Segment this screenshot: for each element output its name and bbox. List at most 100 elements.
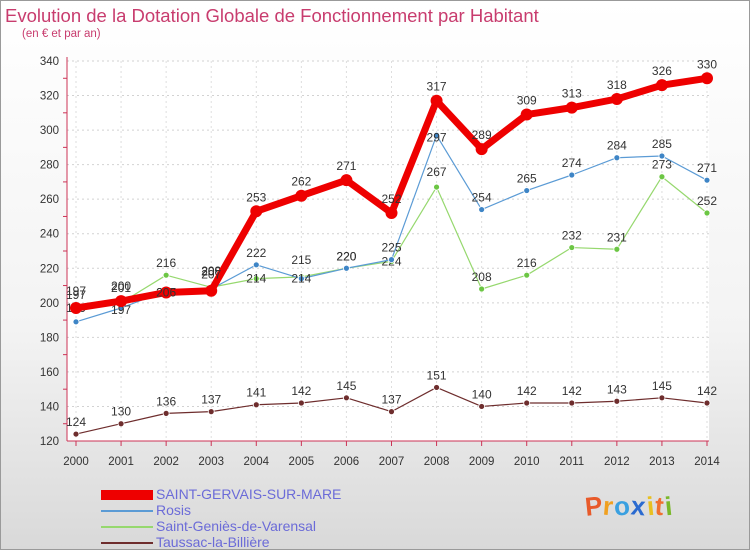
data-label: 216: [156, 256, 176, 270]
y-tick-label: 340: [40, 56, 59, 68]
x-tick-label: 2007: [379, 456, 405, 468]
data-label: 214: [291, 272, 311, 286]
x-tick-label: 2003: [198, 456, 224, 468]
data-point: [250, 205, 263, 218]
y-tick-label: 220: [40, 263, 59, 275]
x-tick-label: 2001: [108, 456, 134, 468]
data-point: [252, 275, 260, 283]
data-point: [433, 131, 440, 139]
data-label: 140: [472, 387, 492, 401]
y-tick-label: 120: [40, 436, 59, 448]
data-point: [252, 261, 260, 269]
data-label: 215: [291, 253, 311, 267]
x-tick-label: 2013: [649, 456, 675, 468]
data-label: 145: [336, 379, 356, 393]
data-label: 318: [607, 78, 627, 92]
data-point: [478, 285, 486, 293]
data-point: [340, 174, 353, 187]
data-point: [701, 72, 713, 85]
legend-swatch: [101, 510, 153, 512]
data-label: 207: [201, 268, 221, 282]
data-point: [205, 284, 218, 297]
data-label: 145: [652, 379, 672, 393]
data-label: 200: [111, 279, 131, 293]
y-tick-label: 300: [40, 125, 59, 137]
data-label: 142: [562, 384, 582, 398]
data-point: [655, 79, 668, 92]
data-point: [703, 209, 711, 217]
data-point: [430, 94, 443, 107]
x-tick-label: 2012: [604, 456, 630, 468]
series-saint-gervais-sur-mare: 197 201 206 207 253 262 271 252 317 289 309 313 318 3…: [66, 57, 717, 314]
x-tick-label: 2008: [424, 456, 450, 468]
y-tick-label: 200: [40, 298, 59, 310]
data-label: 141: [246, 386, 266, 400]
legend-item: SAINT-GERVAIS-SUR-MARE: [101, 486, 361, 503]
y-tick-label: 260: [40, 194, 59, 206]
data-label: 222: [246, 246, 266, 260]
data-label: 151: [427, 368, 447, 382]
data-label: 142: [517, 384, 537, 398]
data-label: 309: [517, 94, 537, 108]
data-label: 265: [517, 172, 537, 186]
data-point: [297, 399, 305, 407]
data-point: [70, 302, 82, 314]
data-label: 326: [652, 64, 672, 78]
data-point: [475, 143, 488, 156]
data-point: [160, 286, 173, 299]
x-tick-label: 2014: [694, 456, 720, 468]
y-tick-label: 280: [40, 160, 59, 172]
legend-label: Rosis: [156, 502, 192, 518]
legend-item: Taussac-la-Billière: [101, 534, 361, 550]
data-point: [658, 152, 666, 160]
data-point: [565, 101, 578, 114]
data-label: 271: [336, 159, 356, 173]
y-tick-label: 140: [40, 401, 59, 413]
series-taussac-la-billie-re: 124 130 136 137 141 142 145 137 151 140 142 142 143 1…: [66, 368, 717, 438]
data-label: 232: [562, 229, 582, 243]
legend-label: SAINT-GERVAIS-SUR-MARE: [156, 486, 342, 502]
data-point: [72, 318, 80, 326]
data-label: 330: [697, 57, 717, 71]
data-point: [478, 206, 486, 213]
data-label: 285: [652, 137, 672, 151]
x-tick-label: 2010: [514, 456, 540, 468]
data-label: 142: [697, 384, 717, 398]
data-point: [252, 401, 260, 409]
data-label: 262: [291, 175, 311, 189]
proxiti-logo: Proxiti: [583, 490, 675, 522]
data-point: [610, 93, 623, 105]
data-label: 216: [517, 256, 537, 270]
data-point: [162, 271, 170, 279]
data-label: 206: [156, 285, 176, 299]
data-point: [295, 189, 308, 202]
x-tick-label: 2011: [559, 456, 584, 468]
data-point: [478, 403, 486, 410]
data-label: 254: [472, 191, 492, 205]
legend-swatch: [101, 542, 153, 544]
x-tick-label: 2006: [334, 456, 360, 468]
data-label: 284: [607, 139, 627, 153]
y-tick-label: 180: [40, 332, 59, 344]
data-point: [568, 399, 576, 407]
data-label: 197: [66, 284, 86, 298]
data-point: [297, 275, 305, 283]
data-point: [72, 430, 80, 438]
chart-title: Evolution de la Dotation Globale de Fonc…: [5, 5, 539, 26]
series-saint-genie-s-de-varensal: 1972002162092142152202242672082162322312…: [66, 158, 717, 312]
legend-label: Taussac-la-Billière: [156, 534, 270, 550]
data-point: [523, 399, 531, 407]
data-point: [343, 264, 350, 272]
data-label: 130: [111, 405, 131, 419]
logo-letter: i: [663, 490, 675, 522]
y-tick-label: 240: [40, 229, 59, 241]
legend-label: Saint-Geniès-de-Varensal: [156, 518, 317, 534]
data-label: 136: [156, 394, 176, 408]
data-point: [613, 397, 621, 405]
data-label: 273: [652, 158, 672, 172]
plot-area: [67, 61, 709, 441]
data-point: [115, 295, 128, 308]
data-label: 137: [201, 393, 221, 407]
data-label: 252: [697, 194, 717, 208]
x-tick-label: 2005: [289, 456, 315, 468]
